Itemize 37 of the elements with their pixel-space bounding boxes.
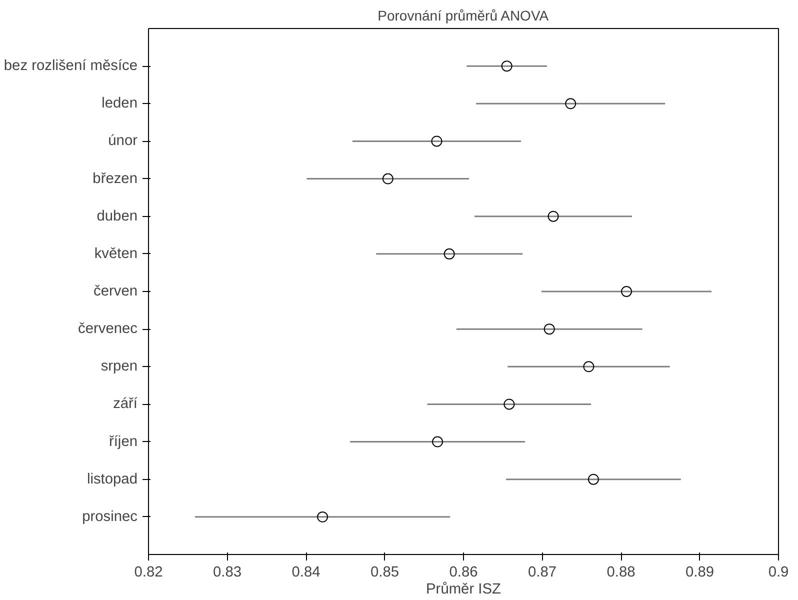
point — [444, 248, 455, 260]
x-tick-label: 0.86 — [449, 564, 478, 580]
point — [432, 436, 444, 448]
point — [583, 361, 594, 372]
point — [588, 474, 599, 485]
x-tick-label: 0.88 — [606, 564, 636, 580]
point — [501, 60, 512, 72]
point — [431, 136, 442, 147]
x-tick-label: 0.83 — [212, 564, 242, 580]
y-tick-label: srpen — [100, 358, 138, 375]
x-tick-label: 0.82 — [134, 564, 163, 580]
y-tick-label: duben — [96, 208, 138, 224]
point — [317, 511, 328, 522]
point — [504, 398, 515, 410]
point — [548, 210, 559, 222]
y-tick-label: leden — [102, 96, 138, 112]
y-tick-label: červenec — [78, 321, 138, 338]
x-tick-label: 0.85 — [370, 564, 400, 580]
x-tick-label: 0.89 — [685, 564, 714, 580]
x-axis-title: Průměr ISZ — [426, 582, 502, 598]
y-tick-label: listopad — [86, 471, 138, 488]
y-tick-label: červen — [94, 284, 138, 300]
x-tick-label: 0.9 — [768, 564, 789, 580]
chart-title: Porovnání průměrů ANOVA — [378, 8, 550, 24]
y-tick-label: květen — [94, 246, 138, 262]
y-tick-label: březen — [92, 170, 138, 187]
y-tick-label: únor — [108, 133, 138, 150]
point — [382, 173, 394, 184]
y-tick-label: říjen — [108, 434, 138, 450]
point — [544, 324, 555, 335]
x-tick-label: 0.87 — [528, 564, 557, 580]
point — [621, 286, 632, 297]
y-tick-label: prosinec — [82, 508, 138, 525]
y-tick-label: září — [113, 396, 138, 412]
point — [565, 98, 576, 110]
y-tick-label: bez rozlišení měsíce — [4, 58, 138, 74]
x-tick-label: 0.84 — [292, 564, 320, 580]
